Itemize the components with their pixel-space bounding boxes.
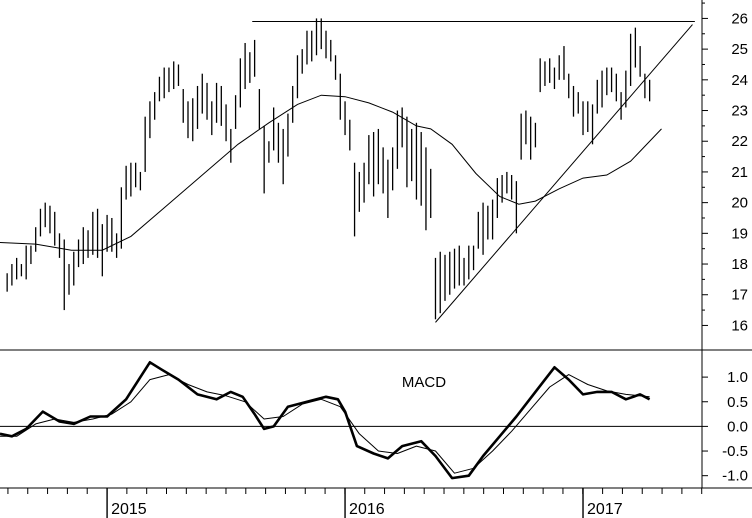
time-axis: 2015 2016 2017 [7,488,703,518]
price-axis-label: 20 [731,195,748,212]
price-axis-label: 23 [731,103,748,120]
macd-axis-label: 0.5 [727,394,748,411]
price-axis-label: 24 [731,72,748,89]
time-axis-year-label: 2017 [587,501,623,518]
macd-axis-label: -0.5 [722,443,748,460]
macd-line [0,360,651,480]
time-axis-year-label: 2016 [349,501,385,518]
macd-axis-label: 0.0 [727,418,748,435]
price-axis-label: 18 [731,256,748,273]
chart-frame: 16 17 18 19 20 21 22 23 24 25 26 -1.0 -0.5 0.0 0.5 1.0 [0,0,752,489]
macd-axis-label: -1.0 [722,468,748,485]
support-trendline [435,24,693,323]
price-axis-label: 19 [731,225,748,242]
time-axis-year-label: 2015 [111,501,147,518]
moving-average-line [0,94,662,251]
price-axis-label: 25 [731,41,748,58]
macd-axis-label: 1.0 [727,369,748,386]
price-axis-label: 16 [731,317,748,334]
signal-line [0,374,650,474]
price-axis-label: 26 [731,10,748,27]
macd-label: MACD [402,374,446,391]
price-panel [0,18,695,323]
macd-panel: MACD [0,360,702,480]
price-axis-label: 22 [731,133,748,150]
price-axis-label: 21 [731,164,748,181]
price-axis-label: 17 [731,287,748,304]
